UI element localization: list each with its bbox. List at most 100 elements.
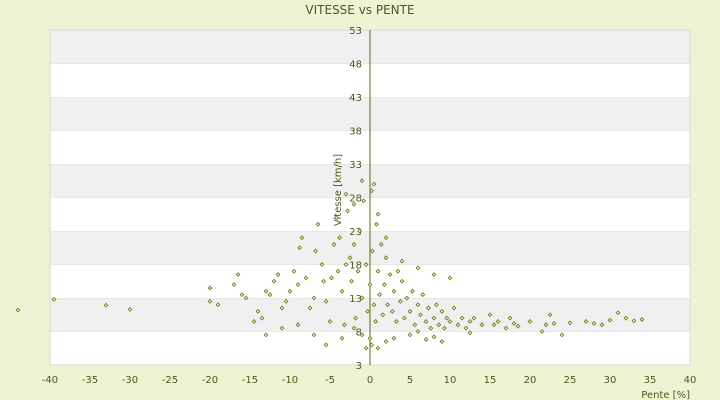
- data-point: [623, 315, 629, 321]
- data-point: [591, 321, 597, 326]
- data-point: [103, 302, 109, 308]
- data-point: [451, 305, 457, 311]
- data-point: [275, 272, 281, 277]
- x-tick-label: 10: [444, 375, 457, 386]
- data-point: [307, 305, 313, 311]
- x-tick-label: 30: [604, 375, 617, 386]
- data-point: [369, 248, 375, 254]
- data-point: [295, 322, 301, 328]
- data-point: [231, 282, 237, 288]
- data-point: [507, 315, 513, 321]
- data-point: [467, 330, 473, 336]
- data-point: [428, 325, 434, 331]
- data-point: [287, 288, 293, 294]
- data-point: [291, 268, 297, 274]
- y-tick-label: 38: [349, 127, 362, 138]
- data-points: [15, 178, 645, 351]
- x-tick-label: 20: [524, 375, 537, 386]
- data-point: [515, 323, 521, 329]
- data-point: [343, 262, 349, 267]
- data-point: [395, 268, 401, 274]
- data-point: [359, 332, 365, 338]
- data-point: [255, 308, 261, 314]
- data-point: [313, 248, 319, 254]
- data-point: [319, 262, 325, 267]
- data-point: [383, 235, 389, 241]
- x-tick-label: 35: [644, 375, 657, 386]
- data-point: [239, 292, 245, 298]
- data-point: [375, 211, 381, 217]
- data-point: [404, 295, 410, 301]
- x-axis-ticks: -40 -35 -30 -25 -20 -15 -10 -5 0 5 10 15 20 25 30 35 40: [42, 375, 697, 386]
- data-point: [415, 329, 421, 334]
- data-point: [375, 345, 381, 351]
- data-point: [311, 332, 317, 338]
- data-point: [351, 325, 357, 331]
- data-point: [377, 292, 383, 298]
- data-point: [215, 302, 221, 308]
- data-point: [393, 319, 399, 324]
- data-point: [207, 298, 213, 304]
- data-point: [467, 319, 473, 324]
- data-point: [351, 241, 357, 247]
- data-point: [415, 265, 421, 271]
- data-point: [15, 307, 21, 313]
- data-point: [271, 278, 277, 284]
- data-point: [389, 308, 395, 314]
- data-point: [527, 319, 533, 324]
- data-point: [303, 275, 309, 281]
- data-point: [543, 322, 549, 328]
- y-tick-label: 13: [349, 294, 362, 305]
- data-point: [463, 325, 469, 331]
- data-point: [347, 255, 353, 261]
- data-point: [373, 319, 379, 324]
- data-point: [431, 315, 437, 321]
- data-point: [503, 325, 509, 331]
- data-point: [487, 312, 493, 318]
- x-tick-label: -30: [122, 375, 138, 386]
- data-point: [551, 321, 557, 326]
- x-tick-label: 15: [484, 375, 497, 386]
- data-point: [511, 321, 517, 326]
- data-point: [283, 298, 289, 304]
- data-point: [387, 272, 393, 277]
- data-point: [447, 275, 453, 281]
- data-point: [381, 282, 387, 288]
- data-point: [373, 221, 379, 227]
- data-point: [363, 345, 369, 351]
- data-point: [397, 298, 403, 304]
- y-tick-label: 53: [349, 26, 362, 37]
- data-point: [431, 334, 437, 340]
- data-point: [391, 288, 397, 294]
- data-point: [385, 302, 391, 308]
- data-point: [599, 322, 605, 328]
- data-point: [339, 335, 345, 341]
- x-tick-label: -25: [162, 375, 178, 386]
- data-point: [375, 268, 381, 274]
- data-point: [471, 315, 477, 321]
- x-tick-label: -5: [325, 375, 335, 386]
- x-axis-label: Pente [%]: [641, 390, 690, 400]
- data-point: [311, 295, 317, 301]
- data-point: [369, 188, 375, 194]
- data-point: [297, 245, 303, 251]
- data-point: [459, 315, 465, 321]
- data-point: [409, 288, 415, 294]
- data-point: [455, 322, 461, 328]
- data-point: [353, 315, 359, 321]
- data-point: [323, 342, 329, 348]
- data-point: [431, 272, 437, 277]
- data-point: [415, 302, 421, 308]
- data-point: [491, 322, 497, 328]
- data-point: [351, 201, 357, 207]
- data-point: [361, 198, 367, 204]
- x-tick-label: -20: [202, 375, 218, 386]
- data-point: [341, 322, 347, 328]
- data-point: [407, 308, 413, 314]
- data-point: [420, 292, 426, 298]
- y-tick-label: 3: [356, 361, 362, 372]
- y-axis-label: Vitesse [km/h]: [333, 154, 344, 226]
